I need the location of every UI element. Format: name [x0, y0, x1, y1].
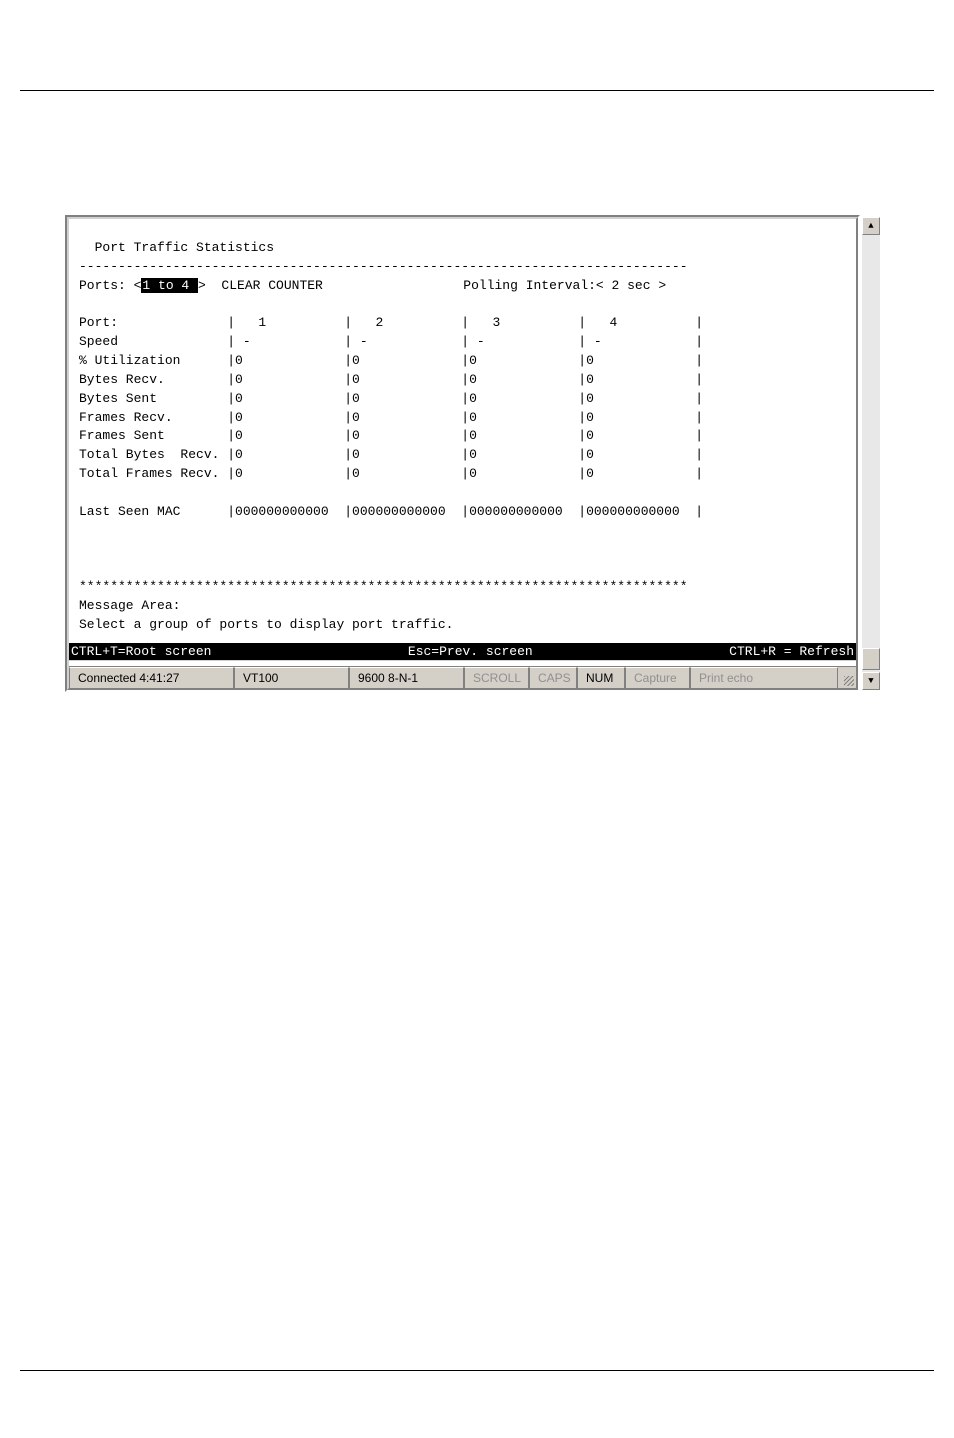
row-lastmac: Last Seen MAC |000000000000 |00000000000… — [79, 504, 703, 519]
terminal-window: ▲ ▼ Port Traffic Statistics ------------… — [65, 215, 860, 692]
row-frecv: Frames Recv. |0 |0 |0 |0 | — [79, 410, 703, 425]
row-tfrecv: Total Frames Recv. |0 |0 |0 |0 | — [79, 466, 703, 481]
row-fsent: Frames Sent |0 |0 |0 |0 | — [79, 428, 703, 443]
star-divider: ****************************************… — [79, 579, 688, 594]
footer-bar: CTRL+T=Root screen Esc=Prev. screen CTRL… — [69, 643, 856, 660]
baud-settings: 9600 8-N-1 — [349, 667, 464, 688]
status-bar: Connected 4:41:27 VT100 9600 8-N-1 SCROL… — [69, 666, 856, 688]
screen-title: Port Traffic Statistics — [95, 240, 274, 255]
terminal-content: Port Traffic Statistics ----------------… — [69, 219, 856, 643]
prev-screen-hint: Esc=Prev. screen — [211, 644, 729, 659]
row-port: Port: | 1 | 2 | 3 | 4 | — [79, 315, 703, 330]
row-tbrecv: Total Bytes Recv. |0 |0 |0 |0 | — [79, 447, 703, 462]
row-util: % Utilization |0 |0 |0 |0 | — [79, 353, 703, 368]
row-bsent: Bytes Sent |0 |0 |0 |0 | — [79, 391, 703, 406]
root-screen-hint: CTRL+T=Root screen — [71, 644, 211, 659]
scroll-indicator: SCROLL — [464, 667, 529, 688]
capture-indicator: Capture — [625, 667, 690, 688]
terminal-type: VT100 — [234, 667, 349, 688]
scroll-down-button[interactable]: ▼ — [862, 672, 880, 690]
scroll-up-button[interactable]: ▲ — [862, 217, 880, 235]
resize-grip[interactable] — [838, 667, 856, 688]
row-brecv: Bytes Recv. |0 |0 |0 |0 | — [79, 372, 703, 387]
num-indicator: NUM — [577, 667, 625, 688]
connection-status: Connected 4:41:27 — [69, 667, 234, 688]
caps-indicator: CAPS — [529, 667, 577, 688]
message-area-label: Message Area: — [79, 598, 180, 613]
clear-counter-action[interactable]: > CLEAR COUNTER — [198, 278, 323, 293]
terminal-inner: Port Traffic Statistics ----------------… — [67, 217, 858, 690]
refresh-hint: CTRL+R = Refresh — [729, 644, 854, 659]
message-text: Select a group of ports to display port … — [79, 617, 453, 632]
divider: ----------------------------------------… — [79, 259, 688, 274]
ports-prefix: Ports: < — [79, 278, 141, 293]
page-divider-bottom — [20, 1370, 934, 1371]
page-divider-top — [20, 90, 934, 91]
ports-range-selector[interactable]: 1 to 4 — [141, 278, 198, 293]
print-echo-indicator: Print echo — [690, 667, 838, 688]
polling-interval-selector[interactable]: Polling Interval:< 2 sec > — [463, 278, 666, 293]
scrollbar[interactable]: ▲ ▼ — [862, 217, 880, 690]
row-speed: Speed | - | - | - | - | — [79, 334, 703, 349]
scroll-thumb[interactable] — [862, 648, 880, 670]
